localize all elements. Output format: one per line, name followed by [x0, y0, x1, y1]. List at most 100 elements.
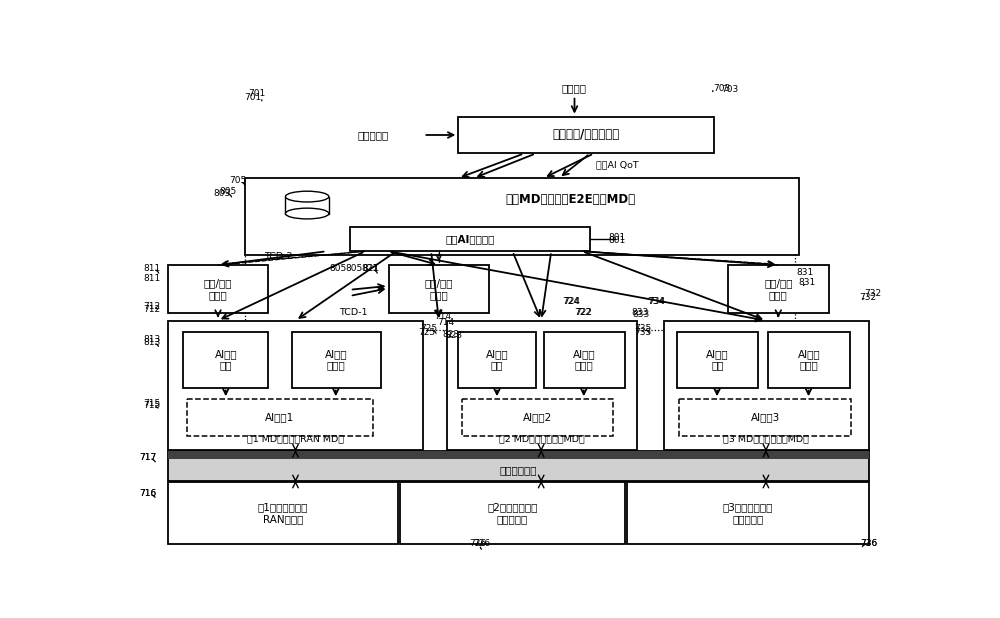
Text: 网络运营方: 网络运营方 [357, 130, 389, 140]
Text: 732: 732 [864, 289, 881, 298]
Text: 831: 831 [798, 277, 816, 287]
Text: 726: 726 [469, 540, 486, 548]
Text: 714: 714 [437, 318, 454, 326]
Text: 801: 801 [608, 233, 626, 242]
Bar [462, 399, 613, 436]
Text: 705: 705 [229, 176, 246, 185]
Bar [458, 332, 536, 387]
Text: 722: 722 [574, 308, 591, 318]
Text: AI信任
引擎: AI信任 引擎 [214, 349, 237, 371]
Bar [168, 321, 423, 450]
Text: AI信任
引擎: AI信任 引擎 [486, 349, 508, 371]
Text: 域3 MD（例如，核心MD）: 域3 MD（例如，核心MD） [723, 434, 809, 443]
Text: TCD-2: TCD-2 [264, 252, 293, 261]
Bar [245, 252, 795, 330]
Text: 801: 801 [608, 236, 626, 245]
Bar [677, 332, 758, 387]
Text: 跨域MD（例如，E2E服务MD）: 跨域MD（例如，E2E服务MD） [506, 193, 636, 206]
Text: 域1 MD（例如，RAN MD）: 域1 MD（例如，RAN MD） [247, 434, 344, 443]
Text: 833: 833 [633, 310, 650, 319]
Text: 805: 805 [345, 265, 362, 274]
Text: 813: 813 [144, 336, 161, 344]
Text: 736: 736 [860, 540, 878, 548]
Ellipse shape [285, 208, 329, 219]
Text: 831: 831 [796, 268, 813, 277]
Text: 701: 701 [248, 89, 265, 98]
Bar [728, 265, 829, 313]
Text: 703: 703 [713, 83, 730, 93]
Text: 805: 805 [330, 264, 347, 273]
Text: 732: 732 [859, 293, 876, 302]
Text: 726: 726 [473, 540, 490, 548]
Bar [168, 265, 268, 313]
Bar [458, 117, 714, 153]
Text: AI管道2: AI管道2 [523, 413, 552, 423]
Text: 811: 811 [144, 274, 161, 282]
Ellipse shape [285, 191, 329, 202]
Bar [168, 452, 869, 481]
Text: 717: 717 [140, 453, 157, 462]
Text: 811: 811 [144, 265, 161, 274]
Text: 724: 724 [562, 297, 579, 306]
Text: AI管道1: AI管道1 [265, 413, 295, 423]
Text: 策略/意图
管理器: 策略/意图 管理器 [764, 278, 793, 300]
Text: TCD-1: TCD-1 [339, 308, 368, 318]
Text: AI管道
编排器: AI管道 编排器 [325, 349, 348, 371]
Bar [350, 227, 590, 252]
Text: 客户意图: 客户意图 [562, 83, 587, 93]
Bar [400, 482, 625, 544]
Text: AI管道
编排器: AI管道 编排器 [573, 349, 596, 371]
Text: 715: 715 [144, 400, 161, 410]
Bar [187, 399, 373, 436]
Text: 716: 716 [140, 489, 157, 498]
Text: 803: 803 [213, 189, 230, 198]
Text: 714: 714 [434, 312, 451, 321]
Bar [285, 197, 329, 214]
Bar [168, 452, 869, 459]
Text: 735: 735 [634, 328, 651, 337]
Text: 736: 736 [860, 540, 878, 548]
Text: 跨域策略/意图管理器: 跨域策略/意图管理器 [552, 129, 620, 142]
Text: 跨域AI信任引擎: 跨域AI信任引擎 [445, 234, 495, 244]
Bar [679, 399, 851, 436]
Text: 722: 722 [575, 308, 592, 318]
Text: 724: 724 [564, 297, 581, 306]
Bar [768, 332, 850, 387]
Text: 域2资源（例如，
传送资源）: 域2资源（例如， 传送资源） [487, 502, 538, 524]
Text: 805: 805 [219, 187, 237, 196]
Text: 域2 MD（例如，传送MD）: 域2 MD（例如，传送MD） [499, 434, 584, 443]
Text: 712: 712 [144, 302, 161, 311]
Text: 712: 712 [144, 305, 161, 313]
Bar [292, 332, 381, 387]
Text: 717: 717 [140, 453, 157, 462]
Text: 策略/意图
管理器: 策略/意图 管理器 [425, 278, 453, 300]
Text: AI管道3: AI管道3 [751, 413, 780, 423]
Text: 823: 823 [445, 331, 462, 341]
Text: 域1资源（例如，
RAN资源）: 域1资源（例如， RAN资源） [258, 502, 308, 524]
Text: 734: 734 [648, 297, 665, 306]
Text: 716: 716 [140, 489, 157, 498]
Text: 725: 725 [420, 324, 437, 332]
Bar [183, 332, 268, 387]
Text: 725: 725 [419, 328, 436, 337]
Text: 813: 813 [144, 337, 161, 347]
Bar [544, 332, 625, 387]
Text: 833: 833 [632, 308, 649, 318]
Bar [245, 178, 799, 255]
Text: 715: 715 [144, 399, 161, 408]
Text: 703: 703 [721, 85, 738, 94]
Text: 跨域AI QoT: 跨域AI QoT [596, 161, 638, 169]
Bar [664, 321, 869, 450]
Text: 策略/意图
管理器: 策略/意图 管理器 [204, 278, 232, 300]
Bar [447, 321, 637, 450]
Text: AI管道
编排器: AI管道 编排器 [798, 349, 820, 371]
Text: 821: 821 [362, 265, 379, 274]
Bar [627, 482, 869, 544]
Bar [168, 482, 398, 544]
Text: 821: 821 [361, 264, 378, 273]
Text: 735: 735 [634, 324, 651, 332]
Text: 701: 701 [244, 93, 262, 102]
Text: 823: 823 [442, 330, 459, 339]
Text: AI信任
引擎: AI信任 引擎 [706, 349, 729, 371]
Bar [388, 265, 489, 313]
